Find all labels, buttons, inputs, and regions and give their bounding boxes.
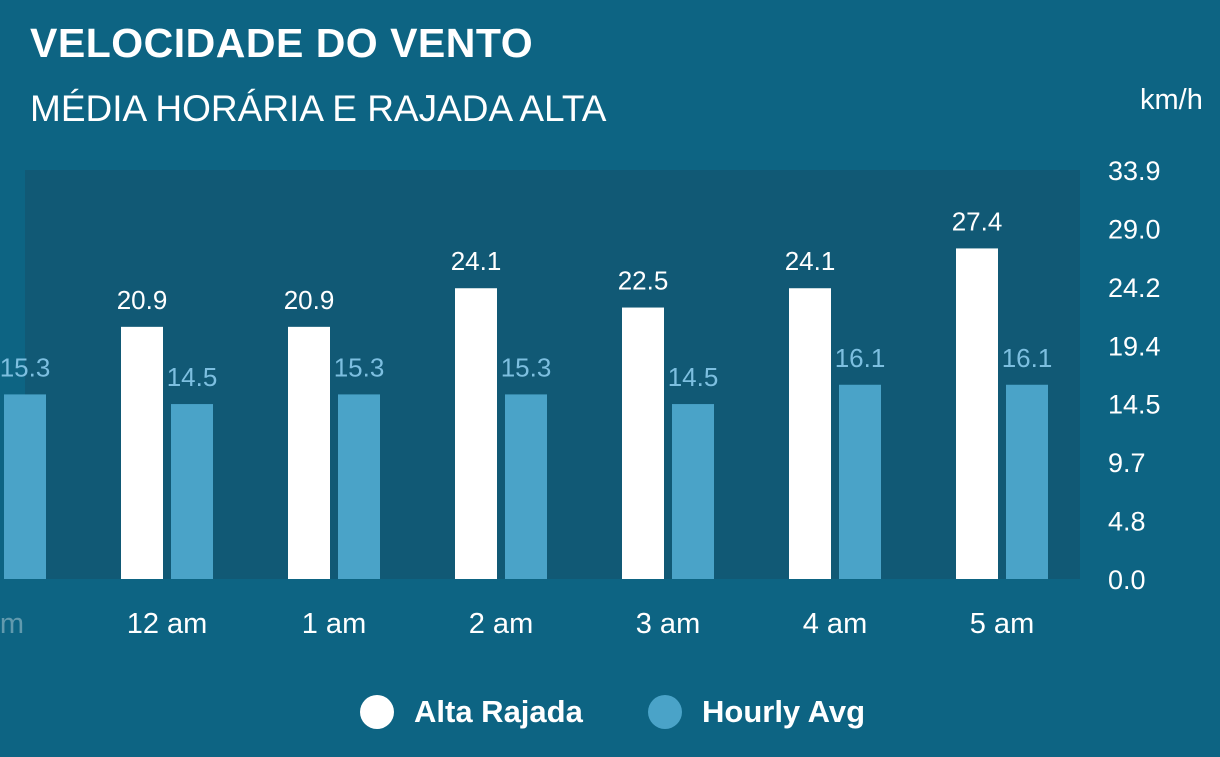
x-axis-ticks: pm 12 am 1 am 2 am 3 am 4 am 5 am — [0, 608, 1034, 640]
y-tick-label: 14.5 — [1108, 390, 1161, 420]
data-label-gust: 24.1 — [451, 246, 502, 276]
y-axis-ticks: 33.9 29.0 24.2 19.4 14.5 9.7 4.8 0.0 — [1108, 156, 1161, 595]
bar-avg — [1006, 384, 1048, 579]
y-tick-label: 9.7 — [1108, 448, 1146, 478]
data-label-avg: 14.5 — [167, 362, 218, 392]
y-tick-label: 4.8 — [1108, 507, 1146, 537]
bar-avg — [672, 404, 714, 579]
data-label-avg: 14.5 — [668, 362, 719, 392]
bar-gust — [455, 288, 497, 579]
chart-subtitle: MÉDIA HORÁRIA E RAJADA ALTA — [30, 88, 607, 129]
x-tick-label: 1 am — [302, 608, 366, 640]
x-tick-label: 5 am — [970, 608, 1034, 640]
bar-avg — [839, 384, 881, 579]
bar-gust — [288, 326, 330, 579]
bar-gust — [789, 288, 831, 579]
y-tick-label: 0.0 — [1108, 565, 1146, 595]
y-tick-label: 33.9 — [1108, 156, 1161, 186]
data-label-gust: 20.9 — [284, 285, 335, 315]
data-label-avg: 16.1 — [835, 343, 886, 373]
x-tick-label: 4 am — [803, 608, 867, 640]
x-tick-label: 12 am — [127, 608, 208, 640]
bar-avg — [171, 404, 213, 579]
bar-avg — [505, 394, 547, 579]
data-label-avg: 15.3 — [334, 352, 385, 382]
data-label-avg: 16.1 — [1002, 343, 1053, 373]
data-label-gust: 24.1 — [785, 246, 836, 276]
chart-title: VELOCIDADE DO VENTO — [30, 20, 534, 66]
x-tick-label: 3 am — [636, 608, 700, 640]
x-tick-label: 2 am — [469, 608, 533, 640]
y-tick-label: 29.0 — [1108, 214, 1161, 244]
data-label-gust: 20.9 — [117, 285, 168, 315]
data-label-avg: 15.3 — [0, 352, 50, 382]
bar-gust — [121, 326, 163, 579]
bar-gust — [622, 307, 664, 579]
y-tick-label: 19.4 — [1108, 331, 1161, 361]
y-tick-label: 24.2 — [1108, 273, 1161, 303]
bar-avg — [338, 394, 380, 579]
data-label-gust: 22.5 — [618, 266, 669, 296]
bar-gust — [956, 248, 998, 580]
data-label-gust: 27.4 — [952, 206, 1003, 236]
bar-avg — [4, 394, 46, 579]
y-axis-unit-label: km/h — [1140, 84, 1203, 116]
x-tick-label: pm — [0, 608, 24, 640]
bars-group: 15.3 20.9 14.5 20.9 15.3 24.1 15.3 22.5 14.5 24.1… — [0, 206, 1053, 580]
data-label-avg: 15.3 — [501, 352, 552, 382]
